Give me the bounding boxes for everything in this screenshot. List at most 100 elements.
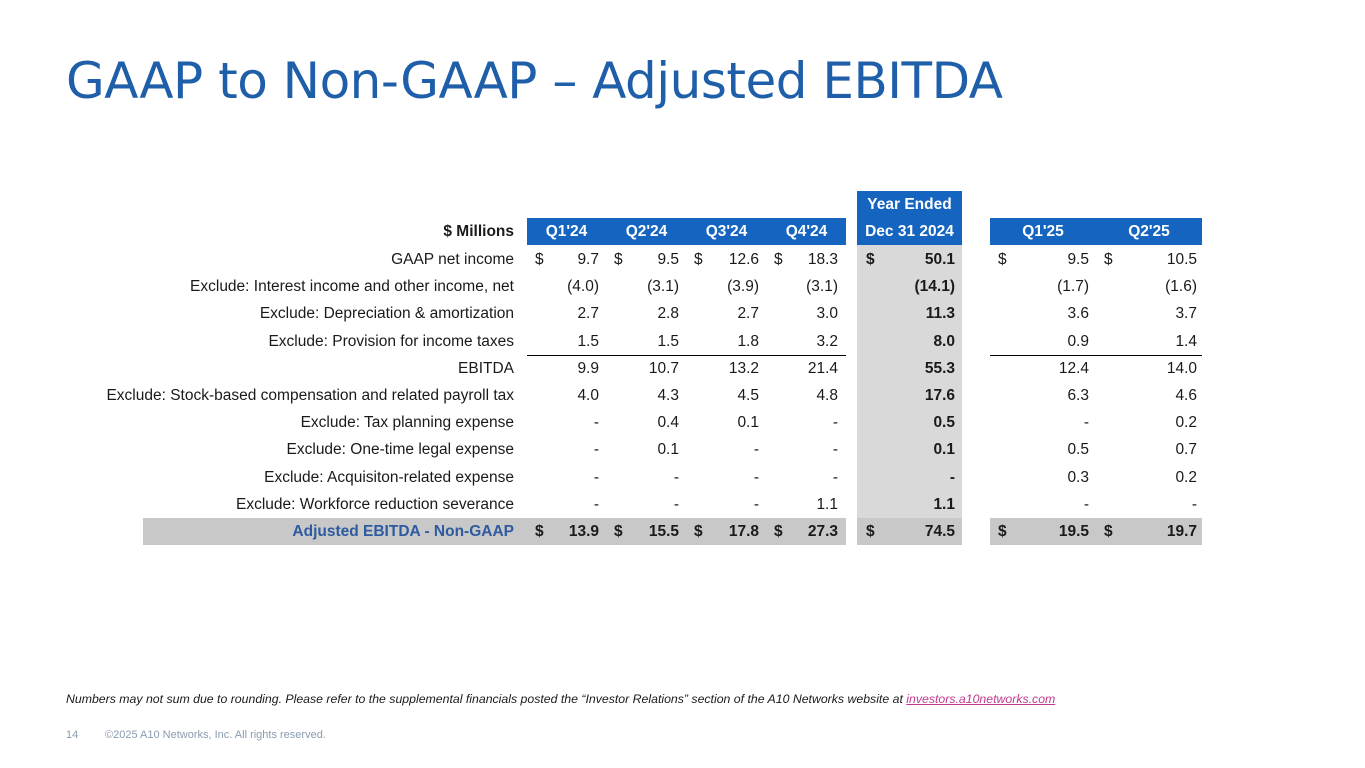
value-q2024-1: (3.1)	[647, 278, 679, 296]
value-q2024-2: 4.5	[737, 387, 759, 404]
header-q2025-0: Q1'25	[1022, 223, 1064, 240]
value-q2024-3: -	[832, 468, 838, 486]
value-q2025-0: 0.3	[1067, 468, 1089, 486]
currency-symbol: $	[535, 251, 544, 268]
value-q2024-1: 0.1	[657, 441, 679, 459]
value-q2024-0: 13.9	[568, 523, 599, 540]
header-q2024-2: Q3'24	[705, 223, 748, 240]
header-band-year	[857, 191, 962, 245]
investor-relations-link[interactable]: investors.a10networks.com	[906, 692, 1056, 706]
value-year: 11.3	[925, 305, 955, 323]
row-label: Exclude: One-time legal expense	[286, 441, 514, 459]
value-q2025-1: 0.2	[1175, 414, 1197, 432]
value-year: (14.1)	[914, 278, 956, 296]
value-q2024-3: 21.4	[807, 359, 838, 377]
value-q2024-3: -	[832, 441, 838, 459]
ebitda-rule-2024	[527, 354, 846, 357]
row-label: GAAP net income	[391, 251, 514, 268]
value-q2024-2: 13.2	[728, 359, 759, 377]
unit-header: $ Millions	[443, 223, 514, 240]
value-q2025-0: -	[1083, 414, 1089, 432]
value-q2024-2: 2.7	[737, 305, 759, 323]
value-q2025-0: -	[1083, 495, 1089, 513]
value-q2024-2: -	[753, 441, 759, 459]
row-label: Exclude: Acquisiton-related expense	[264, 468, 514, 486]
value-year: 1.1	[933, 495, 955, 513]
row-label: Exclude: Workforce reduction severance	[236, 495, 514, 513]
value-q2024-1: 1.5	[657, 332, 679, 350]
value-q2024-3: 4.8	[816, 387, 838, 404]
value-q2024-2: -	[753, 495, 759, 513]
value-q2024-2: 0.1	[737, 414, 759, 432]
currency-symbol: $	[998, 251, 1007, 268]
value-year: 17.6	[924, 387, 955, 404]
page-number: 14	[66, 729, 79, 741]
value-q2024-1: 2.8	[657, 305, 679, 323]
value-year: 50.1	[924, 251, 955, 268]
total-row-band	[143, 518, 846, 545]
value-q2024-3: -	[832, 414, 838, 432]
currency-symbol: $	[866, 251, 875, 268]
value-q2024-2: 12.6	[728, 251, 759, 268]
currency-symbol: $	[774, 523, 783, 540]
value-q2024-0: -	[593, 495, 599, 513]
total-row-band-year	[857, 518, 962, 545]
value-year: 0.5	[933, 414, 955, 432]
value-q2024-0: -	[593, 441, 599, 459]
header-q2025-1: Q2'25	[1128, 223, 1170, 240]
value-q2025-0: 9.5	[1067, 251, 1089, 268]
currency-symbol: $	[535, 523, 544, 540]
currency-symbol: $	[1104, 251, 1113, 268]
ebitda-rule-2025	[990, 354, 1202, 357]
value-q2024-0: 1.5	[577, 332, 599, 350]
value-q2025-0: (1.7)	[1057, 278, 1089, 296]
row-label: Exclude: Provision for income taxes	[268, 332, 514, 350]
header-q2024-0: Q1'24	[545, 223, 588, 240]
value-q2024-0: 4.0	[577, 387, 599, 404]
value-year: 74.5	[924, 523, 955, 540]
row-label: Exclude: Stock-based compensation and re…	[106, 387, 514, 404]
footnote: Numbers may not sum due to rounding. Ple…	[66, 692, 1055, 706]
value-q2024-3: 18.3	[807, 251, 838, 268]
value-q2025-0: 19.5	[1058, 523, 1089, 540]
value-year: 0.1	[933, 441, 955, 459]
value-q2025-1: 19.7	[1166, 523, 1197, 540]
footnote-text: Numbers may not sum due to rounding. Ple…	[66, 692, 907, 706]
total-row-band-2025	[990, 518, 1202, 545]
value-q2024-3: (3.1)	[806, 278, 838, 296]
currency-symbol: $	[694, 251, 703, 268]
row-label: EBITDA	[458, 359, 514, 377]
row-label: Exclude: Interest income and other incom…	[190, 278, 514, 296]
value-q2024-0: -	[593, 468, 599, 486]
value-q2025-0: 6.3	[1067, 387, 1089, 404]
currency-symbol: $	[998, 523, 1007, 540]
value-q2024-2: 1.8	[737, 332, 759, 350]
header-year-line2: Dec 31 2024	[865, 223, 954, 240]
value-q2025-0: 0.5	[1067, 441, 1089, 459]
header-q2024-1: Q2'24	[625, 223, 668, 240]
value-q2024-2: (3.9)	[727, 278, 759, 296]
row-label: Exclude: Depreciation & amortization	[259, 305, 514, 323]
value-q2024-3: 3.2	[816, 332, 838, 350]
value-q2024-3: 3.0	[816, 305, 838, 323]
value-year: 55.3	[924, 359, 955, 377]
value-q2024-1: 4.3	[657, 387, 679, 404]
value-year: 8.0	[933, 332, 955, 350]
value-q2025-0: 3.6	[1067, 305, 1089, 323]
value-q2024-1: 9.5	[657, 251, 679, 268]
value-q2024-0: -	[593, 414, 599, 432]
value-q2024-1: 0.4	[657, 414, 679, 432]
value-q2025-0: 12.4	[1058, 359, 1089, 377]
row-label: Exclude: Tax planning expense	[300, 414, 514, 432]
value-q2025-1: 14.0	[1166, 359, 1197, 377]
value-q2024-2: 17.8	[728, 523, 759, 540]
copyright: ©2025 A10 Networks, Inc. All rights rese…	[105, 729, 326, 741]
currency-symbol: $	[774, 251, 783, 268]
header-band-2024	[527, 218, 846, 245]
value-q2025-1: -	[1191, 495, 1197, 513]
header-band-2025	[990, 218, 1202, 245]
value-q2024-0: 2.7	[577, 305, 599, 323]
value-q2024-0: 9.9	[577, 359, 599, 377]
value-q2025-0: 0.9	[1067, 332, 1089, 350]
value-q2025-1: (1.6)	[1165, 278, 1197, 296]
